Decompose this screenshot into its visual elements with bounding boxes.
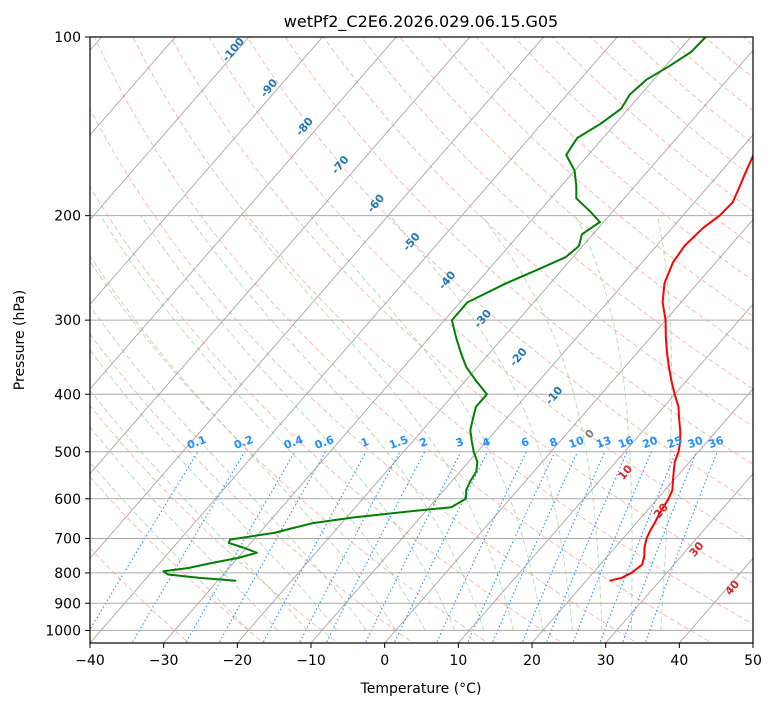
profile-series bbox=[162, 37, 753, 582]
dry-adiabat bbox=[170, 37, 753, 584]
moist-adiabat bbox=[389, 215, 573, 631]
x-axis-label: Temperature (°C) bbox=[360, 681, 482, 697]
isotherm bbox=[236, 49, 753, 643]
mixing-ratio-line bbox=[325, 451, 426, 643]
dry-adiabat bbox=[132, 37, 753, 625]
mixing-ratio-label: 0.6 bbox=[313, 433, 336, 452]
y-tick-label: 600 bbox=[54, 492, 81, 508]
mixing-ratio-label: 25 bbox=[665, 434, 684, 451]
x-tick-label: 20 bbox=[523, 653, 541, 669]
temperature-line bbox=[609, 153, 753, 582]
x-tick-label: −20 bbox=[223, 653, 253, 669]
mixing-ratio-line bbox=[466, 451, 556, 643]
isotherm bbox=[90, 37, 471, 475]
mixing-ratio-line bbox=[545, 451, 628, 643]
x-tick-label: 10 bbox=[449, 653, 467, 669]
mixing-ratio-label: 3 bbox=[454, 435, 466, 450]
y-axis-ticks: 100 200 300 400 500 600 700 800 900 1000 bbox=[45, 30, 90, 639]
y-tick-label: 200 bbox=[54, 209, 81, 225]
isobar-gridlines bbox=[90, 37, 753, 631]
x-axis-ticks: −40 −30 −20 −10 0 10 20 30 40 50 bbox=[75, 643, 762, 669]
isotherm bbox=[90, 37, 397, 390]
y-tick-label: 800 bbox=[54, 566, 81, 582]
mixing-ratio-label: 30 bbox=[686, 434, 705, 452]
dry-adiabat bbox=[246, 37, 753, 504]
x-tick-label: −30 bbox=[149, 653, 179, 669]
dewpoint-line bbox=[162, 37, 707, 582]
y-tick-label: 900 bbox=[54, 596, 81, 612]
isotherm bbox=[531, 388, 753, 643]
mixing-ratio-label: 0.2 bbox=[232, 433, 255, 452]
mixing-ratio-label: 13 bbox=[594, 434, 613, 451]
dry-adiabat bbox=[208, 37, 753, 544]
moist-adiabat bbox=[90, 255, 397, 631]
mixing-ratio-line bbox=[599, 451, 677, 643]
mixing-ratio-line bbox=[572, 451, 652, 643]
isotherm bbox=[90, 37, 618, 643]
mixing-ratio-label: 0.1 bbox=[185, 433, 208, 452]
mixing-ratio-line bbox=[90, 451, 199, 631]
mixing-ratio-label: 10 bbox=[567, 434, 586, 452]
mixing-ratio-line bbox=[298, 451, 401, 643]
isotherm bbox=[163, 37, 692, 643]
x-tick-label: 30 bbox=[597, 653, 615, 669]
y-tick-label: 500 bbox=[54, 445, 81, 461]
isotherm bbox=[90, 37, 545, 560]
isotherm bbox=[90, 37, 250, 221]
mixing-ratio-line bbox=[364, 451, 462, 643]
mixing-ratio-line bbox=[435, 451, 527, 643]
y-tick-label: 700 bbox=[54, 532, 81, 548]
x-tick-label: 0 bbox=[380, 653, 389, 669]
dry-adiabat bbox=[90, 185, 564, 643]
mixing-ratio-label: 8 bbox=[548, 435, 560, 450]
mixing-ratio-line bbox=[644, 451, 718, 643]
mixing-ratio-label: 4 bbox=[480, 435, 492, 450]
plot-frame bbox=[89, 36, 754, 644]
mixing-ratio-label: 6 bbox=[519, 435, 531, 450]
isotherm bbox=[90, 37, 176, 136]
mixing-ratio-label: 1.5 bbox=[387, 433, 410, 452]
y-tick-label: 100 bbox=[54, 30, 81, 46]
x-tick-label: −40 bbox=[75, 653, 105, 669]
mixing-ratio-label: 16 bbox=[616, 434, 635, 452]
mixing-ratio-label: 20 bbox=[641, 434, 660, 452]
chart-title: wetPf2_C2E6.2026.029.06.15.G05 bbox=[284, 12, 558, 32]
x-tick-label: 40 bbox=[670, 653, 688, 669]
dry-adiabat bbox=[475, 37, 753, 282]
mixing-ratio-label: 36 bbox=[707, 434, 726, 452]
moist-adiabat bbox=[90, 461, 249, 631]
dry-adiabat bbox=[322, 37, 753, 427]
isotherm bbox=[310, 134, 753, 643]
y-axis-label: Pressure (hPa) bbox=[12, 290, 28, 390]
isotherm bbox=[457, 303, 753, 643]
y-tick-label: 1000 bbox=[45, 623, 81, 639]
mixing-ratio-label: 1 bbox=[359, 435, 371, 450]
dry-adiabat bbox=[361, 37, 753, 390]
moist-adiabat bbox=[90, 426, 279, 631]
isotherm bbox=[384, 218, 753, 643]
isotherm bbox=[605, 472, 753, 643]
y-tick-label: 300 bbox=[54, 313, 81, 329]
y-tick-label: 400 bbox=[54, 387, 81, 403]
isotherm bbox=[90, 37, 324, 305]
mixing-ratio-label: 2 bbox=[418, 435, 430, 450]
mixing-ratio-label: 0.4 bbox=[282, 433, 305, 452]
x-tick-label: −10 bbox=[296, 653, 326, 669]
mixing-ratio-line bbox=[621, 451, 698, 643]
x-tick-label: 50 bbox=[744, 653, 762, 669]
